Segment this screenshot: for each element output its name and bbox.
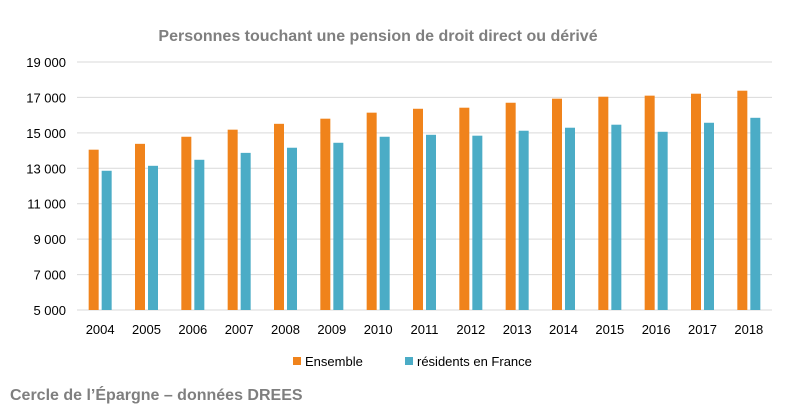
legend-swatch-1 [405, 357, 413, 365]
bar-residents-2006 [194, 159, 205, 310]
x-tick-label: 2016 [642, 322, 671, 337]
bar-ensemble-2017 [691, 93, 701, 310]
bar-residents-2005 [148, 165, 158, 310]
bar-ensemble-2007 [227, 129, 238, 310]
bar-ensemble-2015 [598, 96, 609, 310]
y-tick-label: 19 000 [26, 55, 66, 70]
legend-swatch-0 [293, 357, 301, 365]
bar-residents-2016 [657, 131, 668, 310]
bar-ensemble-2009 [320, 118, 331, 310]
x-tick-label: 2011 [411, 322, 439, 337]
x-tick-label: 2006 [178, 322, 207, 337]
bar-residents-2013 [518, 130, 529, 310]
bar-ensemble-2018 [737, 90, 748, 310]
bar-ensemble-2016 [644, 95, 655, 311]
bar-residents-2004 [101, 170, 112, 310]
x-tick-label: 2010 [364, 322, 393, 337]
bar-ensemble-2004 [88, 149, 99, 310]
x-tick-label: 2012 [456, 322, 485, 337]
chart-title: Personnes touchant une pension de droit … [158, 28, 597, 45]
legend-label: Ensemble [305, 354, 363, 369]
y-tick-label: 9 000 [33, 232, 66, 247]
bar-residents-2012 [472, 135, 483, 310]
bar-ensemble-2011 [413, 108, 423, 310]
y-tick-label: 11 000 [27, 197, 66, 212]
x-tick-label: 2017 [688, 322, 717, 337]
y-tick-label: 13 000 [26, 161, 66, 176]
x-tick-label: 2018 [734, 322, 763, 337]
bar-residents-2011 [426, 134, 436, 310]
y-tick-label: 17 000 [26, 90, 66, 105]
bar-ensemble-2005 [135, 143, 145, 310]
bar-residents-2015 [611, 124, 622, 310]
bar-ensemble-2008 [274, 123, 284, 310]
bar-residents-2017 [704, 122, 714, 310]
bar-residents-2014 [565, 127, 575, 310]
bar-ensemble-2014 [552, 98, 562, 310]
x-tick-label: 2013 [503, 322, 532, 337]
y-tick-label: 5 000 [33, 303, 66, 318]
x-tick-label: 2008 [271, 322, 300, 337]
x-tick-label: 2009 [317, 322, 346, 337]
bar-ensemble-2013 [505, 102, 516, 310]
source-footer: Cercle de l’Épargne – données DREES [10, 387, 303, 404]
y-tick-label: 7 000 [33, 268, 66, 283]
legend-label: résidents en France [417, 354, 532, 369]
bar-residents-2008 [287, 147, 297, 310]
x-tick-label: 2004 [86, 322, 115, 337]
bar-ensemble-2006 [181, 136, 192, 310]
x-tick-label: 2015 [595, 322, 624, 337]
bar-ensemble-2010 [366, 112, 377, 310]
x-tick-label: 2014 [549, 322, 578, 337]
bar-residents-2009 [333, 142, 344, 310]
y-tick-label: 15 000 [26, 126, 66, 141]
x-tick-label: 2007 [225, 322, 254, 337]
x-tick-label: 2005 [132, 322, 161, 337]
bar-residents-2010 [379, 136, 390, 310]
bar-residents-2018 [750, 117, 761, 310]
bar-ensemble-2012 [459, 107, 470, 311]
bar-residents-2007 [240, 152, 251, 310]
